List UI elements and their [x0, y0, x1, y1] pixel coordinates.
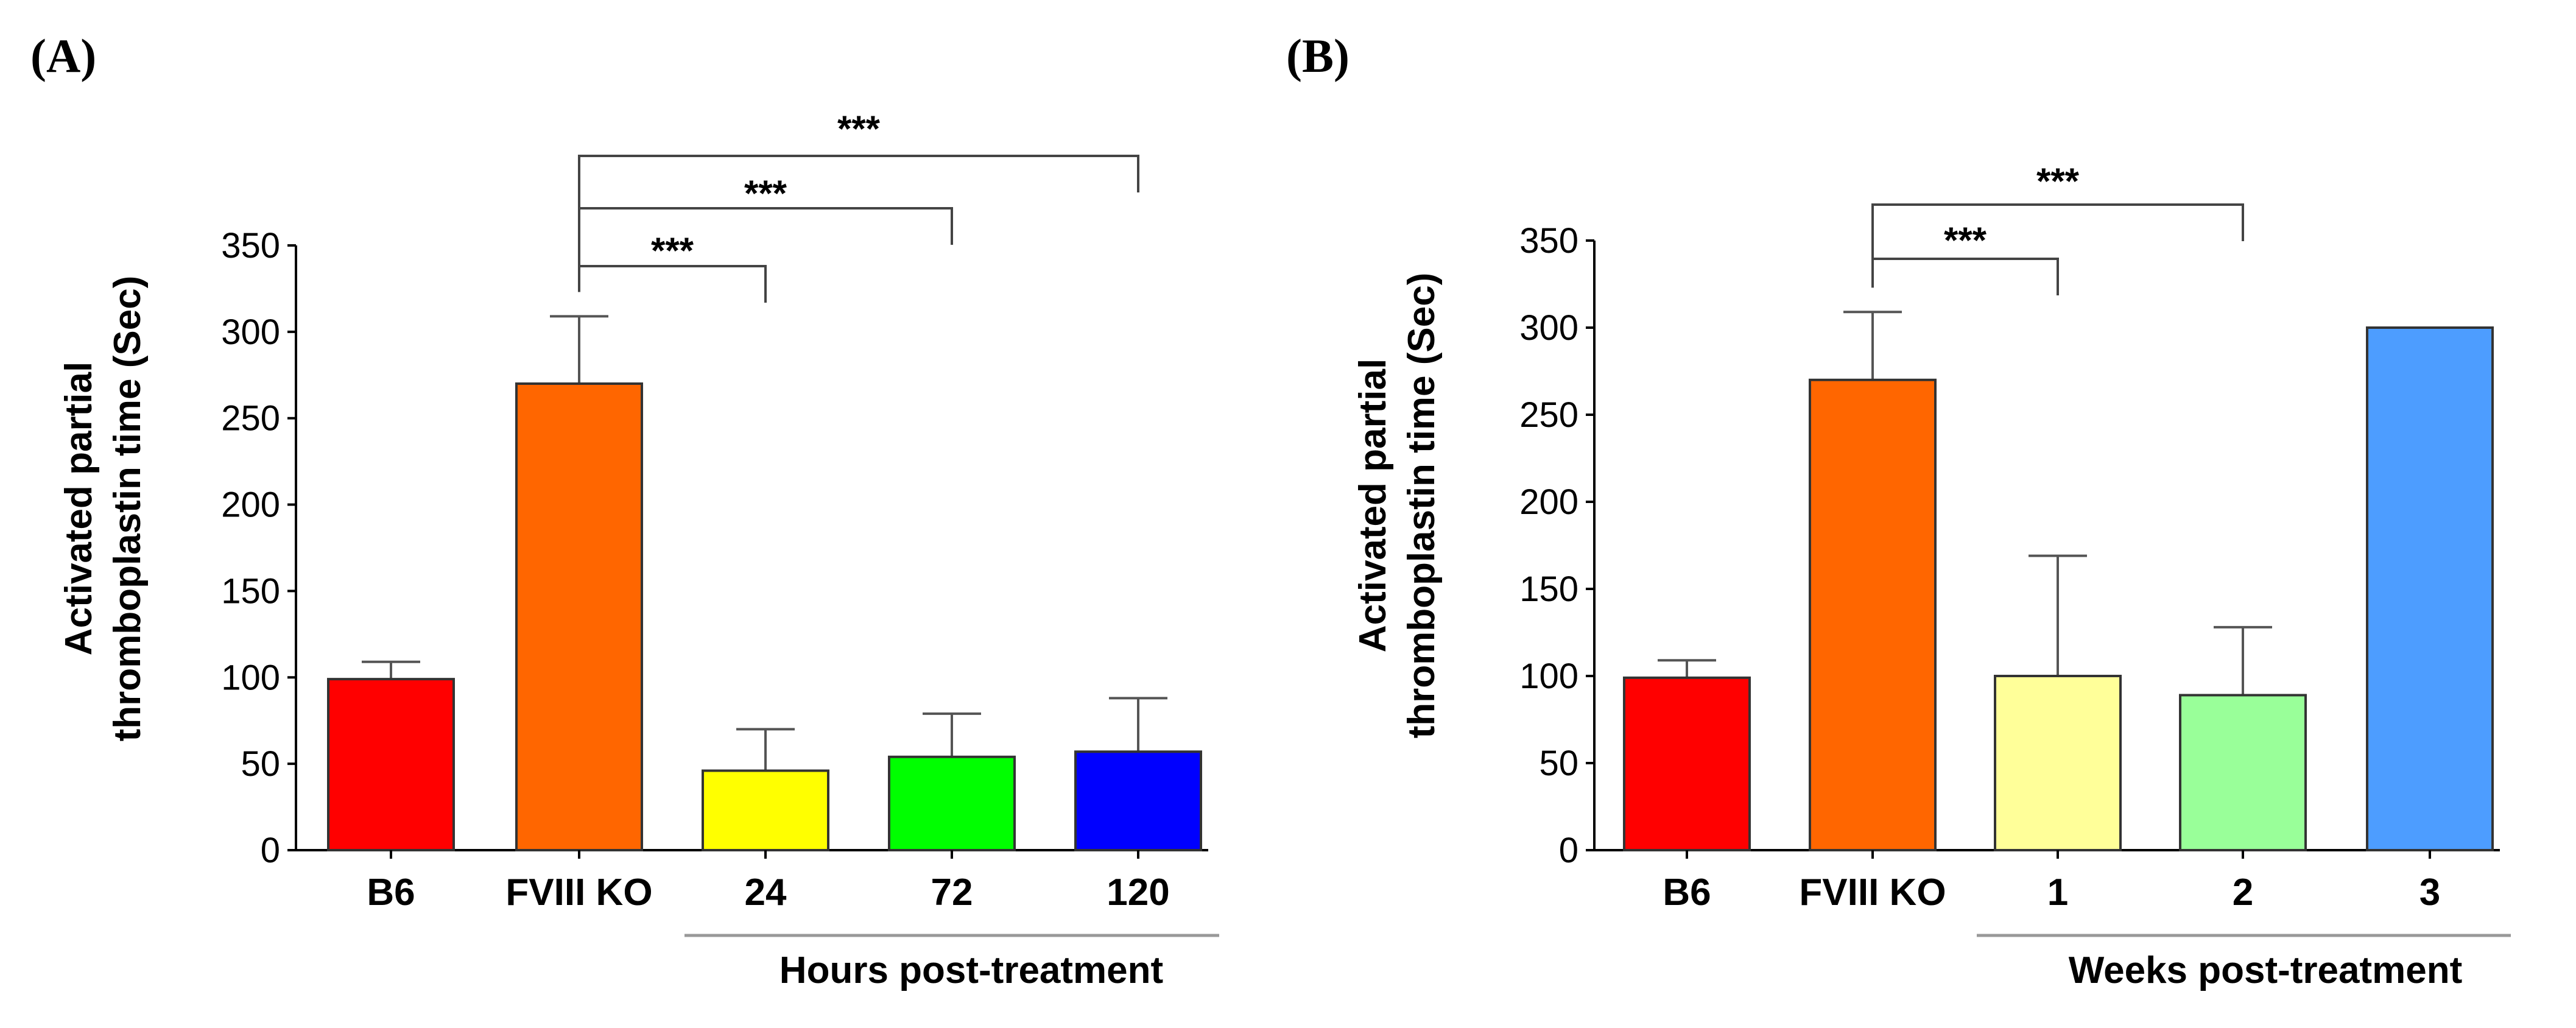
panel-b-ytick-label: 100	[1519, 657, 1578, 696]
panel-b-ytick-label: 250	[1519, 395, 1578, 435]
panel-b-category-label: 2	[2233, 871, 2253, 914]
panel-b-bar-1	[1994, 675, 2122, 851]
panel-b: (B) Activated partial thromboplastin tim…	[1286, 29, 2511, 991]
panel-b-category-label: 1	[2047, 871, 2068, 914]
panel-b-ylabel-line1: Activated partial	[1352, 359, 1394, 652]
panel-a-significance-label: ***	[651, 230, 694, 271]
panel-a-ytick-label: 200	[221, 485, 280, 525]
panel-b-significance-label: ***	[1944, 220, 1987, 261]
panel-a-bar-24	[702, 769, 829, 852]
panel-a-significance-label: ***	[744, 173, 787, 214]
panel-a-category-label: 72	[931, 871, 973, 914]
panel-b-ytick-label: 150	[1519, 569, 1578, 609]
panel-a-significance-bracket	[578, 265, 767, 303]
panel-b-significance-bracket	[1871, 258, 2059, 295]
panel-b-category-label: 3	[2419, 871, 2440, 914]
panel-a-ytick-label: 150	[221, 571, 280, 611]
panel-a-category-label: 24	[745, 871, 787, 914]
panel-a-bar-72	[888, 755, 1016, 852]
panel-b-category-label: B6	[1663, 871, 1711, 914]
panel-a-ylabel-line1: Activated partial	[58, 362, 100, 655]
panel-a-ytick-label: 50	[241, 744, 280, 784]
panel-a-ytick-label: 300	[221, 312, 280, 352]
panel-a-ytick-label: 250	[221, 399, 280, 438]
panel-a-group-label: Hours post-treatment	[779, 949, 1163, 991]
panel-a-bar-fviii-ko	[515, 382, 643, 851]
panel-b-bar-2	[2179, 694, 2307, 851]
panel-b-ylabel-line2: thromboplastin time (Sec)	[1401, 273, 1443, 739]
panel-b-label: (B)	[1286, 29, 1350, 82]
panel-b-significance-bracket	[1871, 203, 2244, 288]
panel-a-ytick-label: 0	[261, 831, 280, 870]
panel-a-category-label: 120	[1107, 871, 1169, 914]
panel-b-ytick-label: 350	[1519, 221, 1578, 261]
panel-a-ytick-label: 100	[221, 658, 280, 697]
panel-b-ytick-label: 50	[1539, 744, 1578, 783]
panel-b-group-label: Weeks post-treatment	[2069, 949, 2463, 991]
panel-b-ytick-label: 200	[1519, 482, 1578, 522]
panel-a-bar-b6	[327, 678, 455, 851]
panel-a-bar-120	[1074, 750, 1202, 851]
panel-b-bar-b6	[1623, 676, 1751, 851]
panel-a-significance-label: ***	[837, 108, 881, 149]
panel-a-ylabel-line2: thromboplastin time (Sec)	[107, 276, 149, 742]
panel-a: (A) Activated partial thromboplastin tim…	[30, 29, 1219, 991]
panel-b-ytick-label: 0	[1559, 831, 1578, 870]
panel-a-label: (A)	[30, 29, 96, 82]
panel-b-bar-fviii-ko	[1809, 378, 1937, 851]
panel-b-significance-label: ***	[2036, 161, 2080, 202]
panel-a-category-label: FVIII KO	[505, 871, 652, 914]
panel-b-category-label: FVIII KO	[1799, 871, 1946, 914]
panel-a-category-label: B6	[367, 871, 415, 914]
panel-a-significance-bracket	[578, 155, 1139, 292]
panel-b-bar-3	[2366, 326, 2494, 851]
panel-b-ytick-label: 300	[1519, 308, 1578, 348]
panel-a-ytick-label: 350	[221, 226, 280, 266]
